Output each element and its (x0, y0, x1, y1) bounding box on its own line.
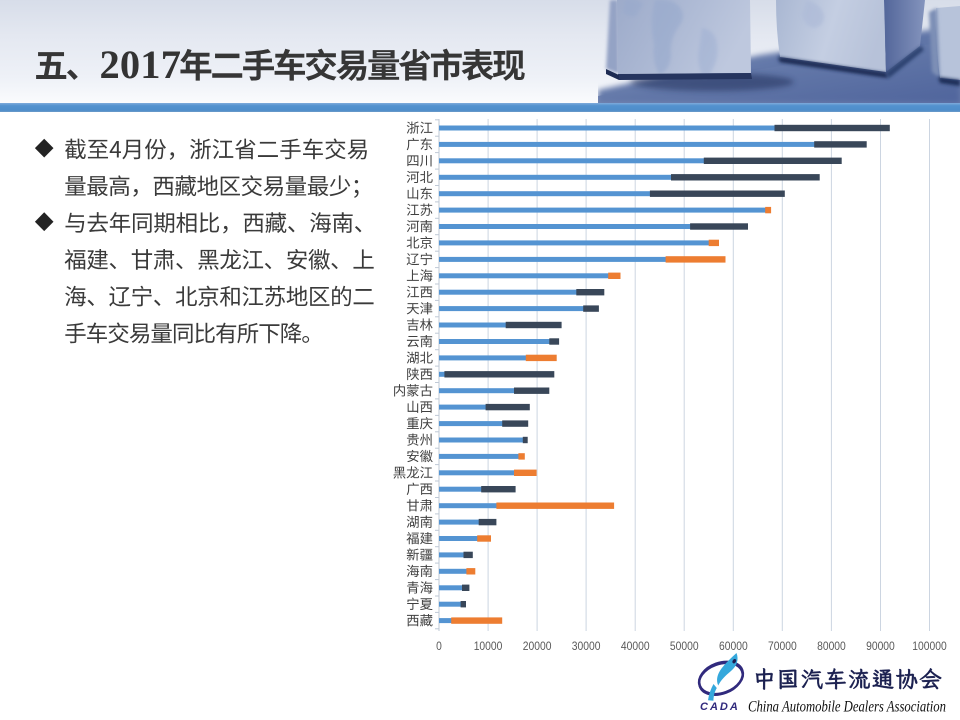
svg-text:60000: 60000 (719, 639, 748, 653)
svg-text:20000: 20000 (523, 639, 552, 653)
svg-text:90000: 90000 (866, 639, 895, 653)
svg-text:30000: 30000 (572, 639, 601, 653)
svg-text:70000: 70000 (768, 639, 797, 653)
svg-text:100000: 100000 (912, 639, 947, 653)
svg-text:10000: 10000 (474, 639, 503, 653)
svg-text:40000: 40000 (621, 639, 650, 653)
svg-text:2017: 2017 (100, 42, 182, 87)
svg-text:50000: 50000 (670, 639, 699, 653)
svg-text:CADA: CADA (700, 701, 740, 713)
svg-text:China Automobile Dealers Assoc: China Automobile Dealers Association (748, 699, 946, 716)
svg-text:0: 0 (436, 639, 442, 653)
svg-text:80000: 80000 (817, 639, 846, 653)
